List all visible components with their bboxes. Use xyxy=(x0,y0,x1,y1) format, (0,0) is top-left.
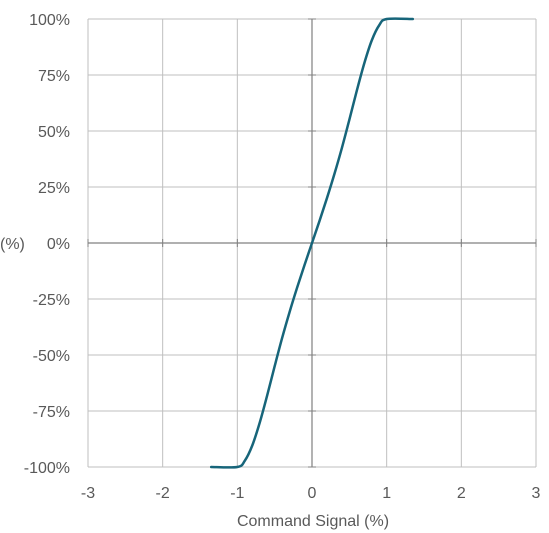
y-axis-label: (%) xyxy=(0,236,25,253)
y-tick-labels: -100% -75% -50% -25% 0% 25% 50% 75% 100% xyxy=(24,12,70,477)
x-tick-label-5: 2 xyxy=(457,485,466,502)
y-tick-label-3: -25% xyxy=(33,292,70,309)
x-tick-label-6: 3 xyxy=(532,485,541,502)
x-tick-label-0: -3 xyxy=(81,485,95,502)
x-tick-label-4: 1 xyxy=(382,485,391,502)
series-line-0 xyxy=(209,17,415,469)
y-tick-label-1: -75% xyxy=(33,404,70,421)
y-tick-label-7: 75% xyxy=(38,68,70,85)
x-tick-labels: -3 -2 -1 0 1 2 3 xyxy=(81,485,541,502)
y-tick-label-2: -50% xyxy=(33,348,70,365)
series xyxy=(209,17,415,469)
y-tick-label-6: 50% xyxy=(38,124,70,141)
y-tick-label-5: 25% xyxy=(38,180,70,197)
x-axis-label: Command Signal (%) xyxy=(237,513,389,530)
y-tick-label-4: 0% xyxy=(47,236,70,253)
y-tick-label-0: -100% xyxy=(24,460,70,477)
x-tick-label-3: 0 xyxy=(308,485,317,502)
y-tick-label-8: 100% xyxy=(29,12,70,29)
x-tick-label-2: -1 xyxy=(230,485,244,502)
x-tick-label-1: -2 xyxy=(156,485,170,502)
